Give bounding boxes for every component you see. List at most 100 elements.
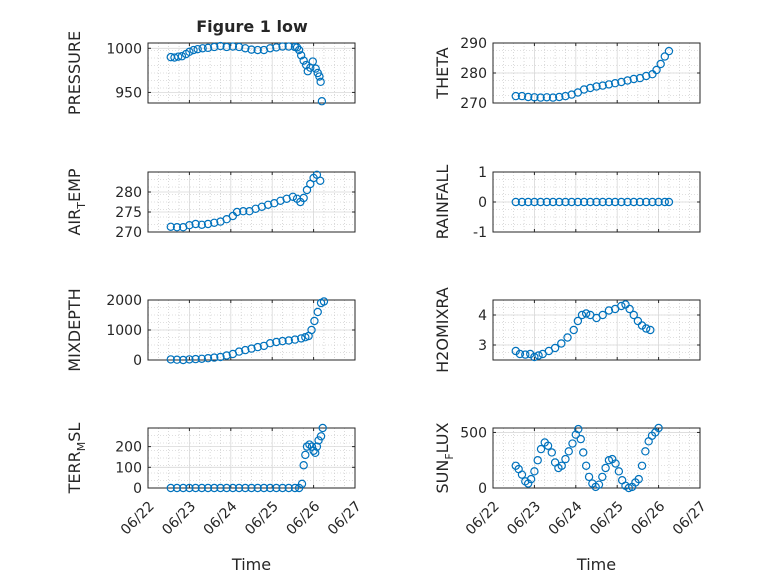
y-tick-label: 3 [478, 338, 487, 354]
data-point [259, 45, 269, 55]
data-point [567, 197, 576, 207]
data-point [308, 57, 317, 66]
data-point [536, 197, 545, 207]
data-point [586, 197, 595, 207]
y-tick-label: 0 [478, 195, 487, 211]
data-point [197, 354, 207, 363]
data-point [543, 441, 553, 450]
data-point [533, 456, 542, 465]
data-point [555, 197, 564, 207]
x-tick-label: 06/22 [118, 498, 158, 538]
data-point [517, 197, 527, 207]
data-point [561, 454, 570, 464]
data-point [288, 192, 298, 201]
y-axis-label: AIRTEMP [65, 168, 88, 235]
data-point [604, 306, 614, 315]
y-axis-label: MIXDEPTH [65, 288, 84, 371]
data-point [178, 355, 188, 365]
data-point [216, 41, 225, 51]
data-point [294, 45, 304, 55]
subplot-air_temp: 270 275 280 AIRTEMP [65, 168, 356, 241]
axes-box [147, 427, 356, 489]
data-point [526, 474, 536, 484]
data-point [318, 423, 327, 433]
data-point [621, 300, 630, 309]
data-point [573, 316, 583, 326]
data-point [660, 52, 670, 61]
data-point [623, 76, 632, 85]
data-point [598, 81, 607, 90]
data-point [290, 335, 300, 344]
data-point [185, 220, 194, 230]
subplot-h2omixra: 3 4 H2OMIXRA [433, 287, 701, 373]
data-point [316, 176, 325, 185]
data-point [629, 197, 638, 207]
subplot-rainfall: -1 0 1 RAINFALL [433, 165, 701, 241]
data-point [654, 423, 663, 433]
x-tick-label: 06/23 [504, 498, 544, 538]
data-point [592, 82, 601, 91]
data-point [166, 355, 175, 364]
data-point [517, 470, 527, 479]
data-point [177, 52, 187, 61]
data-point [234, 483, 244, 493]
data-point [319, 297, 329, 306]
data-point [629, 74, 638, 84]
data-point [172, 222, 182, 232]
data-point [247, 483, 256, 493]
data-point [579, 448, 588, 457]
data-point [586, 83, 595, 93]
data-point [241, 483, 250, 493]
data-point [530, 352, 539, 362]
y-tick-label: 275 [115, 205, 142, 221]
axes-box [147, 42, 356, 104]
data-point [210, 218, 219, 227]
data-point [530, 197, 539, 207]
data-point [222, 351, 231, 360]
y-axis-label-rest: LUX [433, 422, 452, 453]
data-point [610, 78, 620, 88]
data-point [292, 43, 302, 52]
y-axis-label-subscript: M [75, 442, 88, 452]
data-point [232, 207, 242, 217]
data-point [310, 316, 319, 326]
data-point [592, 197, 601, 207]
data-point [561, 91, 570, 101]
data-point [172, 483, 182, 493]
axes-box [492, 299, 701, 361]
subplot-terr_msl: 0 100 200 06/22 06/23 06/24 06/25 06/26 06/27 TER… [65, 423, 365, 574]
data-point [511, 197, 520, 207]
y-tick-label: 1 [478, 165, 487, 181]
data-point [299, 461, 308, 470]
data-point [299, 193, 308, 203]
data-point [625, 304, 634, 314]
x-axis-label: Time [576, 555, 616, 574]
data-point [284, 42, 293, 51]
subplot-pressure: 950 1000 PRESSURE [65, 31, 356, 115]
data-point [646, 325, 655, 335]
data-point [239, 206, 248, 216]
data-point [241, 44, 250, 53]
data-point [547, 448, 556, 457]
data-point [579, 85, 589, 94]
data-point [290, 483, 300, 493]
data-point [299, 56, 308, 65]
data-point [517, 91, 527, 101]
y-tick-label: 270 [460, 96, 487, 112]
data-point [203, 219, 213, 229]
data-point [272, 337, 281, 347]
data-point [247, 45, 256, 54]
data-point [515, 349, 525, 359]
data-point [297, 479, 307, 489]
data-point [185, 355, 194, 364]
y-axis-label-main: SUN [433, 460, 452, 494]
data-point [253, 483, 262, 493]
y-axis-label-main: MIXDEPTH [65, 288, 84, 371]
y-axis-label-main: PRESSURE [65, 31, 84, 115]
x-tick-label: 06/25 [242, 498, 282, 538]
data-point [633, 316, 643, 326]
data-point [312, 442, 322, 451]
data-point [234, 347, 244, 356]
data-point [203, 43, 213, 53]
data-point [234, 42, 244, 52]
